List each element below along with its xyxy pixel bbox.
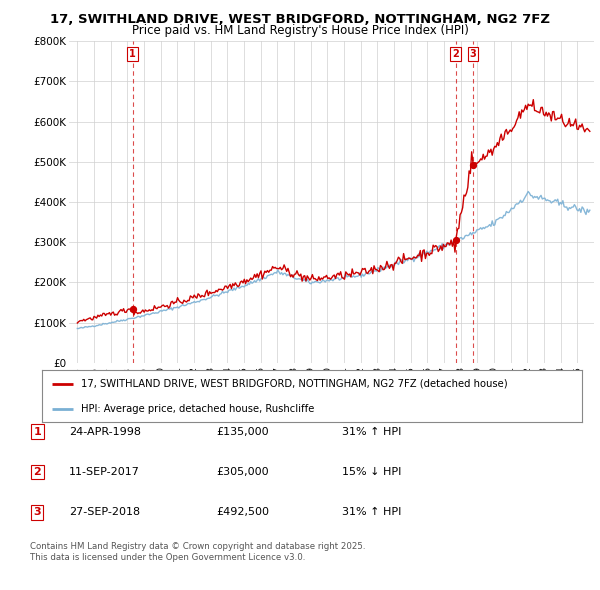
Text: This data is licensed under the Open Government Licence v3.0.: This data is licensed under the Open Gov… (30, 553, 305, 562)
Text: 1: 1 (34, 427, 41, 437)
Text: £135,000: £135,000 (216, 427, 269, 437)
Text: Contains HM Land Registry data © Crown copyright and database right 2025.: Contains HM Land Registry data © Crown c… (30, 542, 365, 551)
Text: 3: 3 (470, 49, 476, 59)
Point (451, 235, 460, 245)
Text: 31% ↑ HPI: 31% ↑ HPI (342, 507, 401, 517)
Text: HPI: Average price, detached house, Rushcliffe: HPI: Average price, detached house, Rush… (81, 404, 314, 414)
Point (128, 304, 137, 313)
Text: 1: 1 (129, 49, 136, 59)
Text: 11-SEP-2017: 11-SEP-2017 (69, 467, 140, 477)
Text: 15% ↓ HPI: 15% ↓ HPI (342, 467, 401, 477)
Text: 24-APR-1998: 24-APR-1998 (69, 427, 141, 437)
Text: 17, SWITHLAND DRIVE, WEST BRIDGFORD, NOTTINGHAM, NG2 7FZ (detached house): 17, SWITHLAND DRIVE, WEST BRIDGFORD, NOT… (81, 379, 508, 389)
Point (468, 160, 478, 169)
Text: £305,000: £305,000 (216, 467, 269, 477)
Text: 31% ↑ HPI: 31% ↑ HPI (342, 427, 401, 437)
Text: £492,500: £492,500 (216, 507, 269, 517)
Text: 17, SWITHLAND DRIVE, WEST BRIDGFORD, NOTTINGHAM, NG2 7FZ: 17, SWITHLAND DRIVE, WEST BRIDGFORD, NOT… (50, 13, 550, 26)
Text: 2: 2 (34, 467, 41, 477)
Text: 2: 2 (452, 49, 459, 59)
Text: 3: 3 (34, 507, 41, 517)
Text: 27-SEP-2018: 27-SEP-2018 (69, 507, 140, 517)
Text: Price paid vs. HM Land Registry's House Price Index (HPI): Price paid vs. HM Land Registry's House … (131, 24, 469, 37)
